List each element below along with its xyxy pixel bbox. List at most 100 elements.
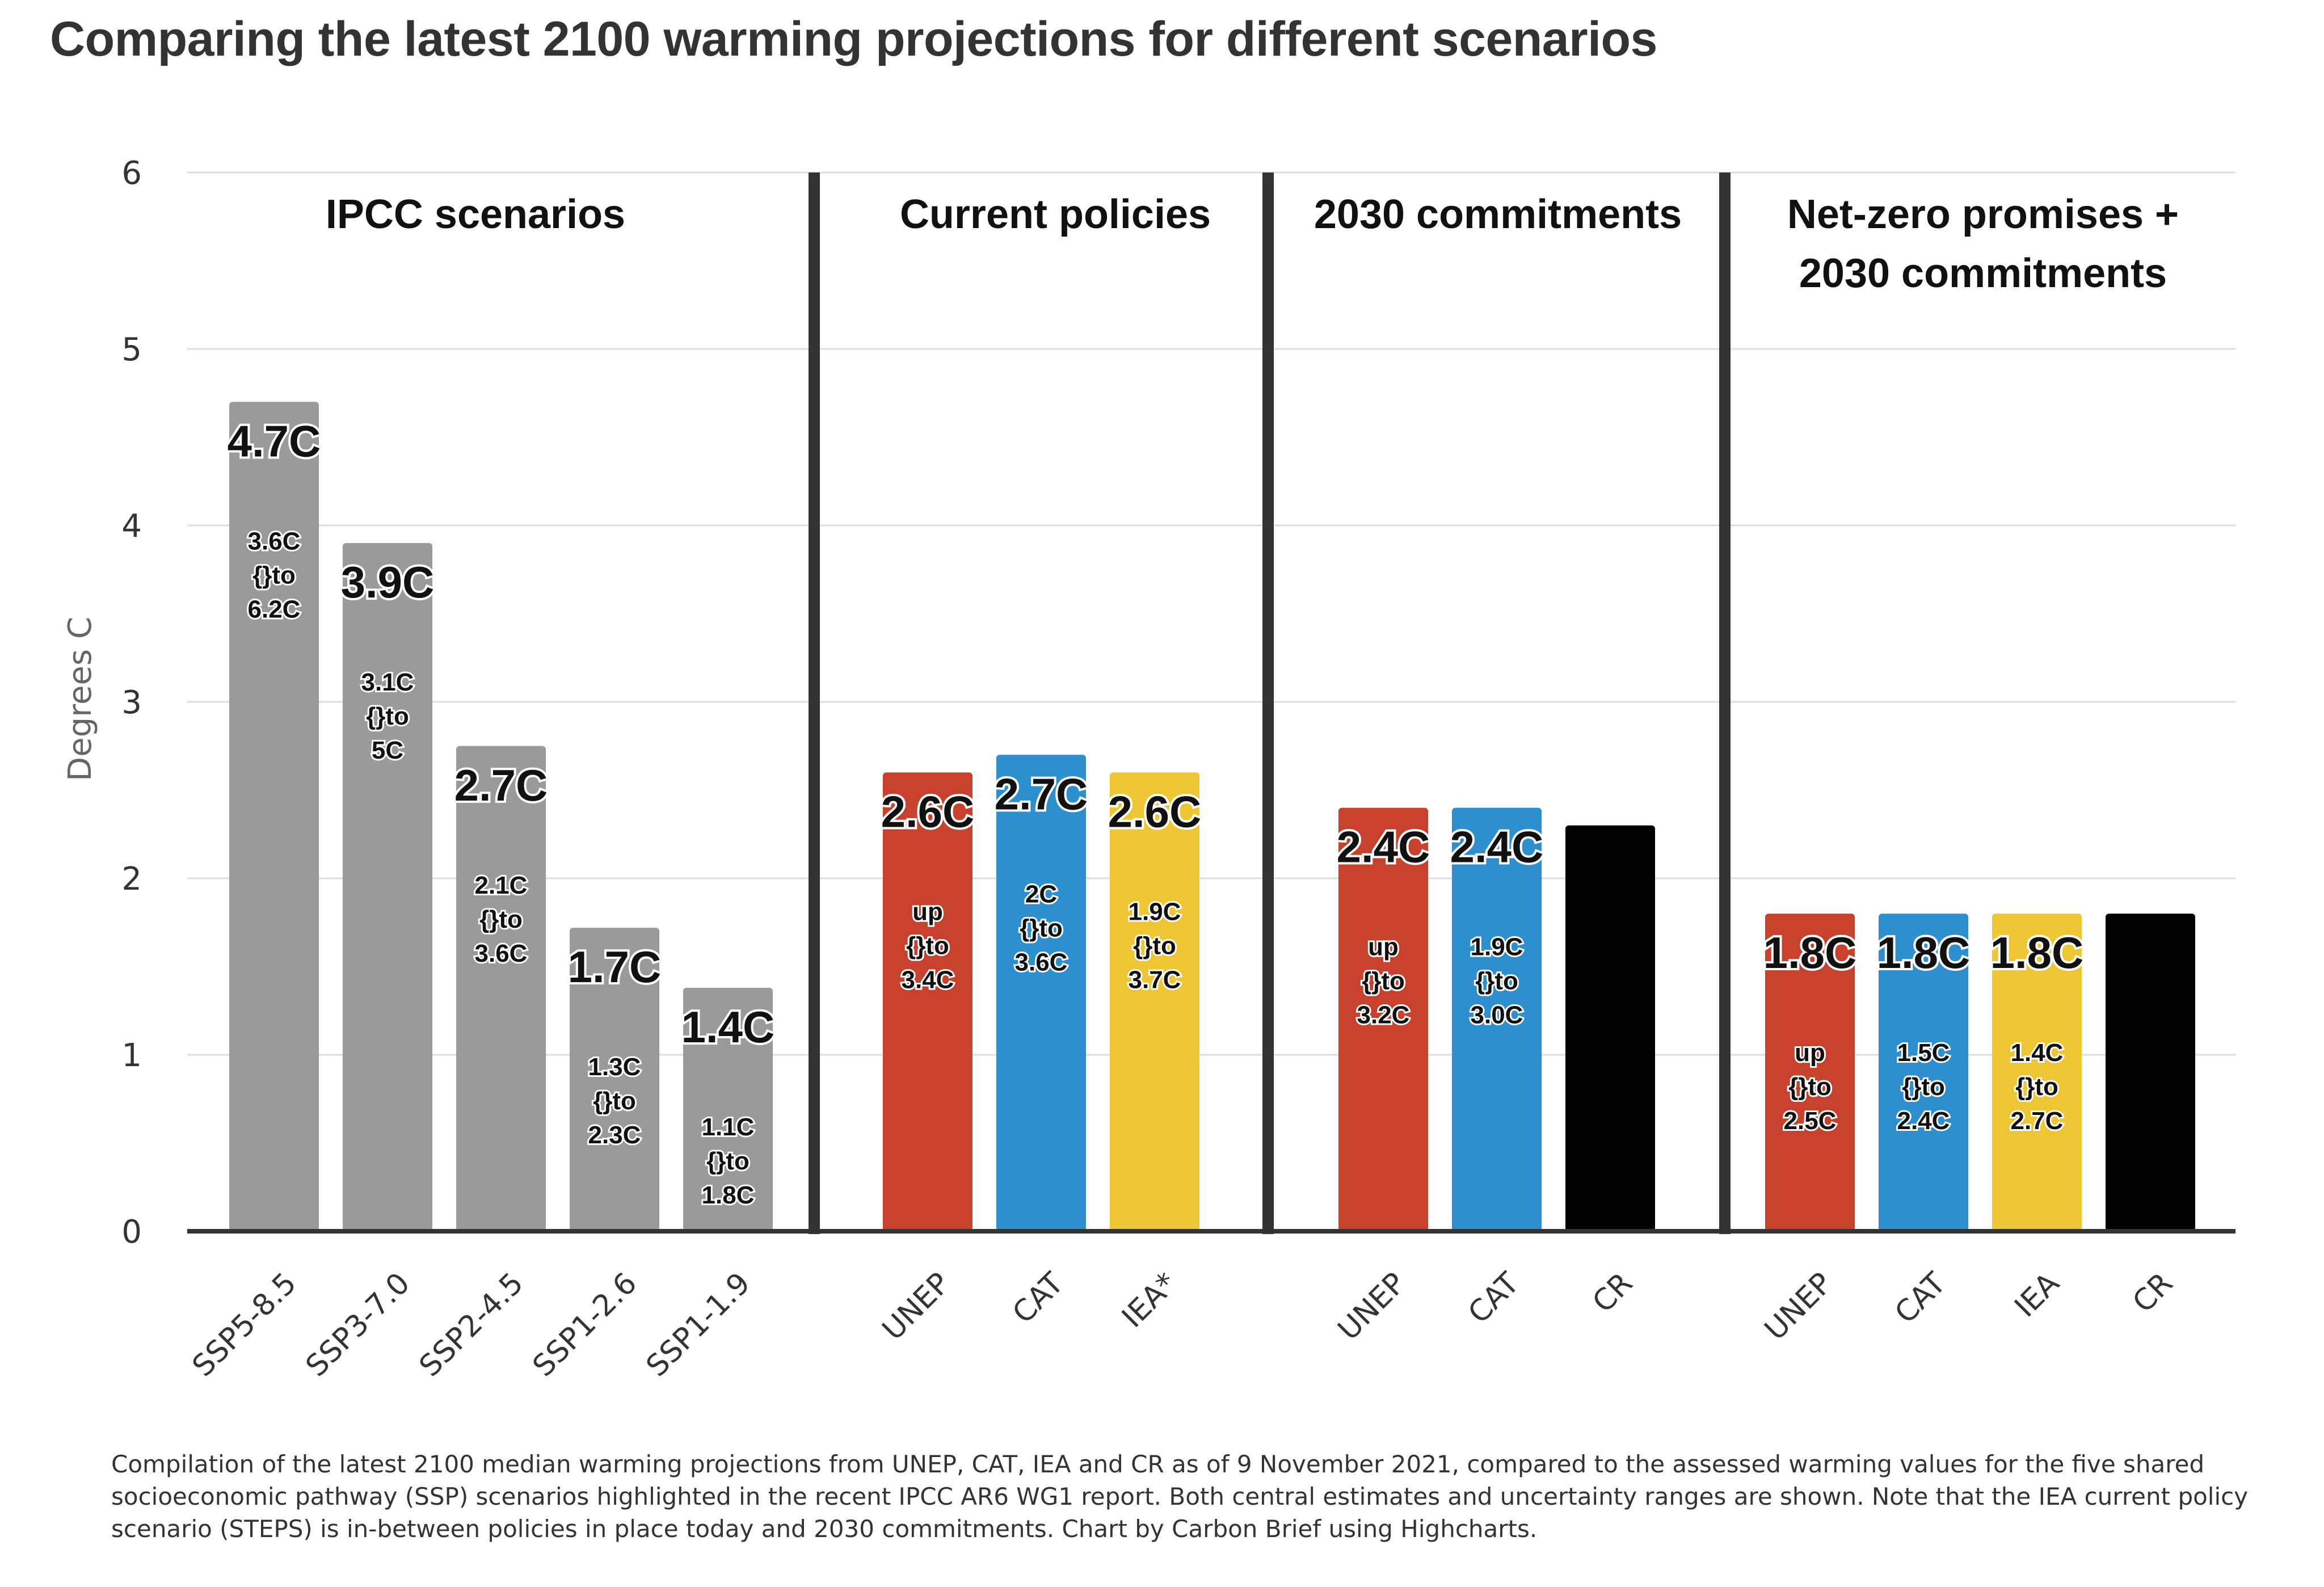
- x-tick-label: UNEP: [1758, 1266, 1839, 1347]
- bar: [2106, 914, 2195, 1231]
- bar-range-label: 3.6C: [248, 527, 301, 555]
- bar-value-label: 1.7C: [568, 942, 662, 992]
- bar-range-label: 3.4C: [902, 966, 954, 994]
- bar-value-label: 2.7C: [995, 769, 1088, 819]
- bar-range-label: 2.3C: [588, 1121, 641, 1149]
- bar-range-label: {}to: [1788, 1073, 1832, 1101]
- bar-range-label: 6.2C: [248, 595, 301, 623]
- bar-range-label: 1.9C: [1129, 898, 1181, 925]
- bar-value-label: 4.7C: [228, 416, 321, 466]
- x-tick-label: SSP3-7.0: [300, 1266, 416, 1383]
- y-tick-label: 0: [121, 1214, 142, 1251]
- bar: [1565, 825, 1655, 1231]
- x-tick-label: SSP1-2.6: [527, 1266, 643, 1383]
- x-tick-label: IEA*: [1115, 1266, 1184, 1335]
- bar: [1452, 807, 1542, 1231]
- bar-range-label: 1.4C: [2011, 1039, 2064, 1067]
- bar: [996, 755, 1086, 1231]
- bar-value-label: 1.8C: [1990, 928, 2084, 978]
- bar-range-label: 3.7C: [1129, 966, 1181, 994]
- bar-range-label: 2.5C: [1784, 1107, 1837, 1135]
- bar: [570, 928, 659, 1231]
- bar-range-label: {}to: [366, 702, 409, 730]
- x-tick-label: CR: [1586, 1266, 1640, 1320]
- bar-range-label: 1.9C: [1471, 933, 1523, 961]
- y-tick-label: 3: [121, 684, 142, 721]
- chart-caption: Compilation of the latest 2100 median wa…: [111, 1450, 2249, 1543]
- bars: [229, 402, 2195, 1231]
- x-tick-label: SSP1-1.9: [640, 1266, 757, 1383]
- group-title: 2030 commitments: [1799, 251, 2167, 296]
- bar-value-label: 2.4C: [1337, 822, 1430, 872]
- bar-range-label: {}to: [252, 561, 296, 589]
- bar-range-label: {}to: [906, 932, 949, 959]
- bar-value-label: 2.4C: [1450, 822, 1544, 872]
- bar: [1765, 914, 1855, 1231]
- x-tick-label: UNEP: [1332, 1266, 1412, 1347]
- bar-value-label: 2.7C: [454, 760, 548, 810]
- bar: [683, 987, 773, 1231]
- y-tick-label: 5: [121, 331, 142, 368]
- bar-range-label: {}to: [1020, 914, 1063, 942]
- y-tick-label: 1: [121, 1037, 142, 1074]
- group-title: IPCC scenarios: [326, 192, 625, 237]
- bar-range-label: {}to: [1362, 967, 1405, 995]
- bar-value-label: 1.8C: [1877, 928, 1971, 978]
- y-tick-label: 6: [121, 155, 142, 192]
- bar-range-label: up: [1795, 1039, 1825, 1067]
- group-title: 2030 commitments: [1314, 192, 1682, 237]
- x-tick-label: CAT: [1462, 1266, 1526, 1331]
- x-tick-label: IEA: [2009, 1266, 2066, 1324]
- x-tick-label: CAT: [1006, 1266, 1070, 1331]
- bar-range-label: up: [1368, 933, 1399, 961]
- x-tick-label: CR: [2127, 1266, 2180, 1320]
- x-tick-label: SSP5-8.5: [186, 1266, 303, 1383]
- bar-range-label: 1.1C: [702, 1113, 755, 1141]
- bar-range-label: 2.1C: [475, 872, 528, 899]
- x-tick-label: CAT: [1888, 1266, 1952, 1331]
- bar-range-label: 1.8C: [702, 1181, 755, 1209]
- chart-title: Comparing the latest 2100 warming projec…: [50, 12, 1657, 66]
- bar-value-label: 1.4C: [681, 1002, 775, 1052]
- bar: [1110, 772, 1199, 1231]
- bar: [883, 772, 972, 1231]
- bar-range-label: 3.6C: [475, 940, 528, 967]
- bar: [229, 402, 319, 1231]
- bar-value-label: 3.9C: [341, 557, 435, 607]
- bar-range-label: 1.3C: [588, 1053, 641, 1081]
- bar: [456, 746, 546, 1231]
- bar: [1879, 914, 1968, 1231]
- y-tick-label: 4: [121, 508, 142, 545]
- x-tick-label: UNEP: [876, 1266, 957, 1347]
- bar: [1992, 914, 2082, 1231]
- bar: [343, 543, 432, 1231]
- bar-range-label: 2C: [1025, 880, 1057, 908]
- bar-range-label: {}to: [706, 1147, 750, 1175]
- bar-value-label: 2.6C: [1108, 786, 1202, 836]
- data-labels: IPCC scenarios 4.7C 3.6C {}to 6.2C 3.9C 3.1C {}…: [225, 192, 2179, 1211]
- bar-value-label: 2.6C: [881, 786, 975, 836]
- bar-range-label: {}to: [1475, 967, 1518, 995]
- bar-range-label: 3.0C: [1471, 1001, 1523, 1029]
- bar-range-label: up: [912, 898, 943, 925]
- group-title: Net-zero promises +: [1787, 192, 2179, 237]
- bar-range-label: 2.7C: [2011, 1107, 2064, 1135]
- y-axis-title: Degrees C: [62, 617, 99, 781]
- bar-range-label: {}to: [2015, 1073, 2058, 1101]
- y-tick-label: 2: [121, 861, 142, 898]
- bar-range-label: {}to: [1133, 932, 1176, 959]
- bar-range-label: 1.5C: [1897, 1039, 1950, 1067]
- bar-range-label: 2.4C: [1897, 1107, 1950, 1135]
- group-title: Current policies: [900, 192, 1211, 237]
- bar-range-label: 3.6C: [1015, 948, 1068, 976]
- bar-range-label: 3.2C: [1357, 1001, 1410, 1029]
- x-tick-label: SSP2-4.5: [413, 1266, 530, 1383]
- bar-range-label: 3.1C: [361, 668, 414, 696]
- bar: [1338, 807, 1428, 1231]
- bar-range-label: {}to: [479, 906, 523, 933]
- bar-range-label: 5C: [372, 736, 403, 764]
- bar-value-label: 1.8C: [1763, 928, 1857, 978]
- group-separators: [809, 172, 1731, 1234]
- bar-range-label: {}to: [1902, 1073, 1945, 1101]
- bar-range-label: {}to: [593, 1087, 636, 1115]
